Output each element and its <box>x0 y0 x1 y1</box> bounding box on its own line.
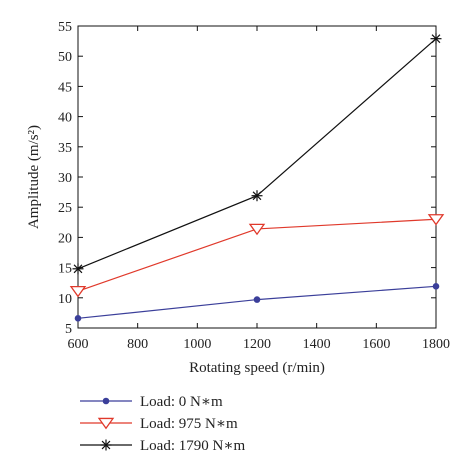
series-layer <box>69 33 445 322</box>
x-tick-label: 800 <box>127 337 148 352</box>
axis-ticks <box>77 25 437 329</box>
data-point <box>427 214 445 226</box>
legend-entry: Load: 1790 N∗m <box>80 438 246 454</box>
legend-marker <box>97 417 115 430</box>
legend-label: Load: 0 N∗m <box>140 394 223 410</box>
data-point <box>430 33 442 45</box>
y-tick-label: 35 <box>58 141 72 156</box>
data-point <box>253 296 261 303</box>
data-point <box>248 223 266 236</box>
y-tick-label: 30 <box>58 171 72 186</box>
legend: Load: 0 N∗m Load: 975 N∗m Load: 1790 N∗m <box>80 394 246 454</box>
legend-label: Load: 1790 N∗m <box>140 438 246 454</box>
data-point <box>74 315 82 322</box>
y-tick-label: 55 <box>58 20 72 35</box>
x-tick-label: 1400 <box>303 337 331 352</box>
y-tick-label: 25 <box>58 201 72 216</box>
series-1 <box>74 283 440 322</box>
x-tick-label: 1800 <box>422 337 450 352</box>
data-point <box>69 285 87 298</box>
y-tick-label: 5 <box>65 322 72 337</box>
y-tick-label: 15 <box>58 262 72 277</box>
y-tick-label: 20 <box>58 231 72 246</box>
plot-frame <box>77 25 437 329</box>
x-axis-title: Rotating speed (r/min) <box>189 360 325 376</box>
x-tick-label: 1600 <box>362 337 390 352</box>
x-tick-label: 600 <box>68 337 89 352</box>
legend-entry: Load: 0 N∗m <box>80 394 223 410</box>
legend-label: Load: 975 N∗m <box>140 416 238 432</box>
legend-entry: Load: 975 N∗m <box>80 416 238 432</box>
y-axis-title: Amplitude (m/s²) <box>26 125 42 229</box>
y-tick-label: 50 <box>58 50 72 65</box>
y-tick-labels: 5 10 15 20 25 30 35 40 45 50 55 <box>58 20 72 337</box>
y-tick-label: 40 <box>58 111 72 126</box>
y-tick-label: 45 <box>58 80 72 95</box>
series-2 <box>69 214 445 298</box>
x-tick-label: 1000 <box>183 337 211 352</box>
x-tick-label: 1200 <box>243 337 271 352</box>
data-point <box>72 263 84 275</box>
legend-marker <box>100 439 112 451</box>
y-tick-label: 10 <box>58 292 72 307</box>
x-tick-labels: 600 800 1000 1200 1400 1600 1800 <box>68 337 451 352</box>
series-3 <box>72 33 442 275</box>
data-point <box>432 283 440 290</box>
data-point <box>251 190 263 202</box>
legend-marker <box>102 397 110 405</box>
